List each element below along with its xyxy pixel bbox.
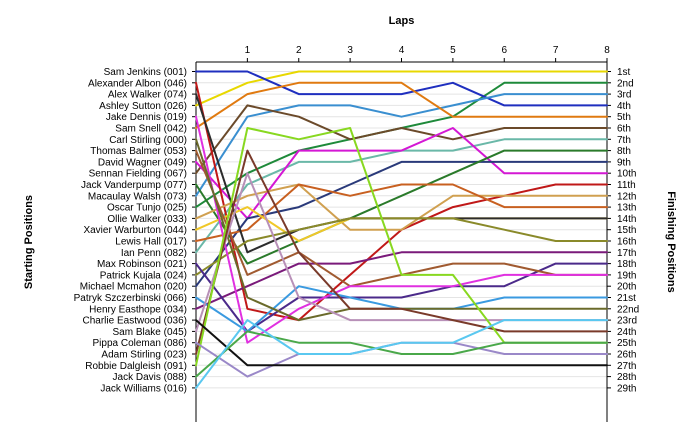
- finishing-position-label: 4th: [617, 101, 631, 112]
- starting-position-label: Pippa Coleman (086): [93, 338, 188, 349]
- finishing-position-label: 1st: [617, 67, 631, 78]
- starting-position-label: Sennan Fielding (067): [89, 169, 187, 180]
- starting-position-label: Carl Stirling (000): [109, 135, 187, 146]
- starting-position-label: Jack Vanderpump (077): [81, 180, 187, 191]
- x-tick-label: 8: [604, 45, 610, 56]
- starting-position-label: Robbie Dalgleish (091): [85, 361, 187, 372]
- starting-position-label: Michael Mcmahon (020): [80, 282, 187, 293]
- finishing-position-label: 29th: [617, 383, 636, 394]
- finishing-position-label: 2nd: [617, 78, 634, 89]
- finishing-position-label: 5th: [617, 112, 631, 123]
- finishing-position-label: 6th: [617, 124, 631, 135]
- x-tick-label: 7: [553, 45, 559, 56]
- x-tick-label: 2: [296, 45, 302, 56]
- starting-position-label: Jack Davis (088): [113, 372, 187, 383]
- starting-position-label: Sam Snell (042): [115, 124, 187, 135]
- x-tick-label: 1: [245, 45, 251, 56]
- driver-position-line: [195, 127, 608, 220]
- finishing-position-label: 25th: [617, 338, 636, 349]
- starting-position-label: Sam Jenkins (001): [104, 67, 187, 78]
- starting-position-label: Patrick Kujala (024): [100, 270, 187, 281]
- finishing-position-label: 19th: [617, 270, 636, 281]
- finishing-position-label: 22nd: [617, 304, 639, 315]
- driver-position-line: [195, 104, 608, 175]
- starting-position-label: Sam Blake (045): [113, 327, 187, 338]
- plot-area: [196, 62, 607, 422]
- x-tick-label: 3: [347, 45, 353, 56]
- finishing-position-label: 14th: [617, 214, 636, 225]
- finishing-position-label: 18th: [617, 259, 636, 270]
- finishing-position-label: 9th: [617, 157, 631, 168]
- starting-position-label: Patryk Szczerbinski (066): [74, 293, 187, 304]
- finishing-position-label: 3rd: [617, 90, 631, 101]
- finishing-position-label: 24th: [617, 327, 636, 338]
- starting-position-label: Alex Walker (074): [108, 90, 187, 101]
- starting-position-label: Thomas Balmer (053): [90, 146, 187, 157]
- driver-position-line: [195, 93, 608, 197]
- finishing-position-label: 8th: [617, 146, 631, 157]
- finishing-position-label: 26th: [617, 350, 636, 361]
- starting-position-label: Max Robinson (021): [97, 259, 187, 270]
- starting-position-label: Henry Easthope (034): [89, 304, 187, 315]
- finishing-position-label: 27th: [617, 361, 636, 372]
- finishing-position-label: 21st: [617, 293, 636, 304]
- finishing-position-label: 17th: [617, 248, 636, 259]
- starting-position-label: David Wagner (049): [98, 157, 187, 168]
- x-tick-label: 4: [399, 45, 405, 56]
- finishing-position-label: 12th: [617, 191, 636, 202]
- driver-position-line: [195, 183, 608, 231]
- x-tick-label: 6: [501, 45, 507, 56]
- driver-position-line: [195, 149, 608, 265]
- driver-position-line: [195, 217, 608, 276]
- driver-position-line: [195, 319, 608, 367]
- x-tick-label: 5: [450, 45, 456, 56]
- right-axis-title: Finishing Positions: [665, 191, 677, 292]
- starting-position-label: Xavier Warburton (044): [83, 225, 187, 236]
- finishing-position-label: 20th: [617, 282, 636, 293]
- driver-position-line: [195, 70, 608, 107]
- driver-position-line: [195, 251, 608, 310]
- starting-position-label: Adam Stirling (023): [101, 350, 187, 361]
- driver-position-line: [195, 319, 608, 389]
- starting-position-label: Ian Penn (082): [121, 248, 187, 259]
- starting-position-label: Jake Dennis (019): [106, 112, 187, 123]
- chart-title: Laps: [389, 15, 415, 27]
- finishing-position-label: 11th: [617, 180, 636, 191]
- starting-position-label: Macaulay Walsh (073): [88, 191, 187, 202]
- finishing-position-label: 28th: [617, 372, 636, 383]
- finishing-position-label: 15th: [617, 225, 636, 236]
- finishing-position-label: 13th: [617, 203, 636, 214]
- left-axis-title: Starting Positions: [23, 195, 35, 289]
- starting-position-label: Ollie Walker (033): [107, 214, 187, 225]
- starting-position-label: Ashley Sutton (026): [99, 101, 187, 112]
- driver-position-line: [195, 81, 608, 129]
- finishing-position-label: 16th: [617, 237, 636, 248]
- finishing-position-label: 10th: [617, 169, 636, 180]
- starting-position-label: Lewis Hall (017): [115, 237, 187, 248]
- driver-position-line: [195, 330, 608, 378]
- driver-position-line: [195, 149, 608, 355]
- finishing-position-label: 23rd: [617, 316, 637, 327]
- starting-position-label: Alexander Albon (046): [88, 78, 187, 89]
- starting-position-label: Oscar Tunjo (025): [107, 203, 187, 214]
- finishing-position-label: 7th: [617, 135, 631, 146]
- starting-position-label: Charlie Eastwood (036): [83, 316, 188, 327]
- starting-position-label: Jack Williams (016): [100, 383, 187, 394]
